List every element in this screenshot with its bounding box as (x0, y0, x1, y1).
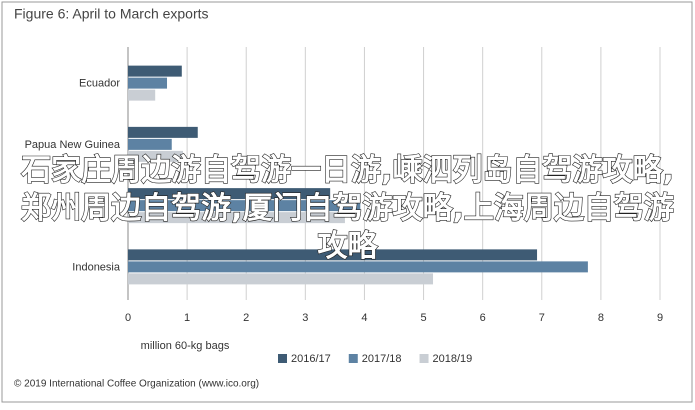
source: © 2019 International Coffee Organization… (14, 379, 259, 390)
x-tick-label: 2 (243, 312, 249, 324)
bar (128, 249, 538, 261)
x-tick-label: 6 (480, 312, 486, 324)
x-tick-label: 1 (184, 312, 190, 324)
x-tick-label: 9 (657, 312, 663, 324)
bar (128, 188, 331, 200)
legend-label: 2017/18 (362, 353, 402, 365)
bar (128, 150, 183, 162)
bar (128, 273, 434, 285)
legend-swatch (278, 354, 287, 363)
legend-swatch (348, 354, 358, 363)
chart-title: Figure 6: April to March exports (14, 6, 209, 22)
y-tick-label: Indonesia (72, 261, 121, 273)
y-tick-label: Papua New Guinea (25, 139, 121, 151)
bar (128, 200, 361, 212)
bar (128, 138, 172, 150)
x-tick-label: 0 (125, 312, 131, 324)
legend-label: 2018/19 (433, 353, 473, 365)
x-tick-label: 3 (302, 312, 308, 324)
frame (1, 1, 693, 403)
bar (128, 77, 168, 89)
bar (128, 65, 182, 77)
bar (128, 212, 345, 224)
overlay-text: 石家庄周边游自驾游一日游,嵊泗列岛自驾游攻略,郑州周边自驾游,厦门自驾游攻略,上… (20, 152, 674, 264)
x-tick-label: 5 (420, 312, 426, 324)
bar (128, 89, 156, 101)
legend-label: 2016/17 (291, 353, 331, 365)
y-tick-label: Ecuador (79, 78, 120, 90)
x-tick-label: 7 (539, 312, 545, 324)
x-tick-label: 4 (361, 312, 367, 324)
bar (128, 126, 198, 138)
x-axis-label: million 60-kg bags (141, 340, 230, 352)
bar (128, 261, 588, 273)
x-tick-label: 8 (598, 312, 604, 324)
legend-swatch (419, 354, 429, 363)
